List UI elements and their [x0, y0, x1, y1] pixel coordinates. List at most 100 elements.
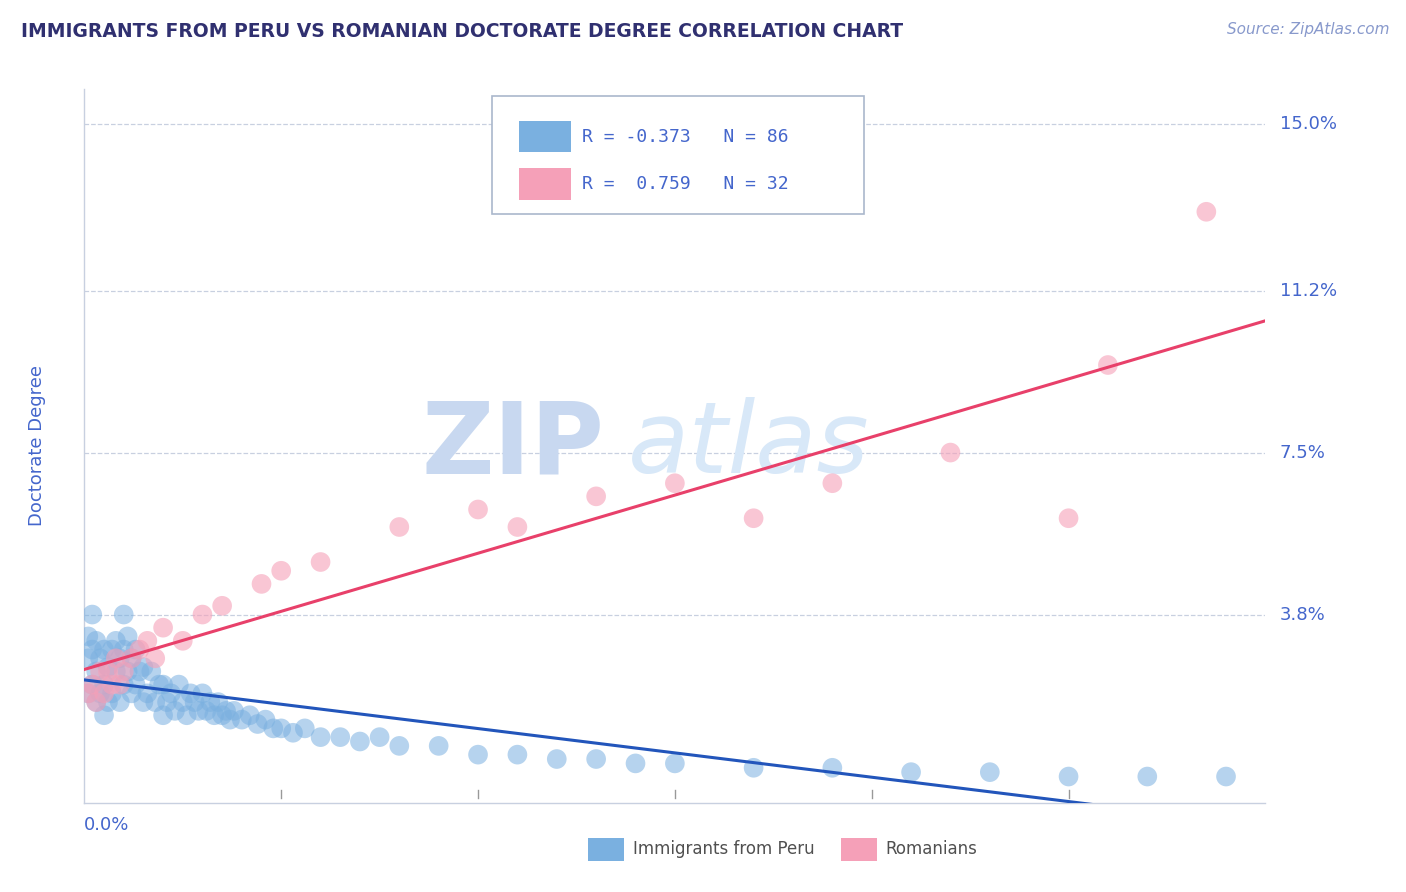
Point — [183, 695, 205, 709]
Text: 0.0%: 0.0% — [84, 815, 129, 834]
Point — [222, 704, 245, 718]
Point — [82, 607, 104, 622]
Point — [742, 511, 765, 525]
Point — [167, 677, 190, 691]
FancyBboxPatch shape — [519, 121, 571, 153]
Point — [1215, 770, 1237, 784]
Point — [368, 730, 391, 744]
Text: 3.8%: 3.8% — [1279, 606, 1326, 624]
Point — [200, 695, 222, 709]
Point — [132, 695, 155, 709]
Point — [124, 642, 146, 657]
Text: 11.2%: 11.2% — [1279, 282, 1337, 300]
Point — [187, 704, 209, 718]
Point — [121, 686, 143, 700]
Point — [1057, 511, 1080, 525]
Point — [250, 577, 273, 591]
Point — [77, 629, 100, 643]
Point — [104, 665, 127, 679]
Point — [112, 642, 135, 657]
Point — [585, 489, 607, 503]
Point — [156, 695, 179, 709]
Point — [215, 704, 238, 718]
Point — [93, 686, 115, 700]
Point — [506, 747, 529, 762]
Point — [82, 677, 104, 691]
Point — [246, 717, 269, 731]
FancyBboxPatch shape — [519, 169, 571, 200]
Point — [93, 708, 115, 723]
Point — [104, 633, 127, 648]
Text: Immigrants from Peru: Immigrants from Peru — [633, 840, 814, 858]
Point — [172, 633, 194, 648]
Point — [664, 476, 686, 491]
Point — [202, 708, 225, 723]
Point — [143, 695, 166, 709]
Point — [1195, 204, 1218, 219]
Point — [121, 651, 143, 665]
Point — [262, 722, 284, 736]
Point — [89, 665, 111, 679]
Point — [309, 730, 332, 744]
Point — [191, 686, 214, 700]
Point — [506, 520, 529, 534]
Point — [219, 713, 242, 727]
Point — [152, 708, 174, 723]
Point — [270, 722, 292, 736]
Point — [388, 739, 411, 753]
Text: Romanians: Romanians — [886, 840, 977, 858]
Point — [84, 695, 107, 709]
Point — [84, 633, 107, 648]
Text: IMMIGRANTS FROM PERU VS ROMANIAN DOCTORATE DEGREE CORRELATION CHART: IMMIGRANTS FROM PERU VS ROMANIAN DOCTORA… — [21, 22, 903, 41]
Point — [112, 665, 135, 679]
Point — [329, 730, 352, 744]
Point — [624, 756, 647, 771]
Point — [191, 607, 214, 622]
Point — [128, 642, 150, 657]
Text: Source: ZipAtlas.com: Source: ZipAtlas.com — [1226, 22, 1389, 37]
Point — [97, 665, 120, 679]
Point — [467, 502, 489, 516]
Point — [112, 607, 135, 622]
Point — [585, 752, 607, 766]
Point — [211, 708, 233, 723]
Point — [152, 621, 174, 635]
Point — [77, 686, 100, 700]
Point — [1097, 358, 1119, 372]
Point — [97, 695, 120, 709]
Text: 15.0%: 15.0% — [1279, 115, 1337, 133]
Point — [82, 642, 104, 657]
Point — [112, 677, 135, 691]
Point — [101, 642, 124, 657]
Point — [1057, 770, 1080, 784]
Text: 7.5%: 7.5% — [1279, 443, 1326, 461]
Point — [1136, 770, 1159, 784]
Point — [77, 651, 100, 665]
Text: R = -0.373   N = 86: R = -0.373 N = 86 — [582, 128, 789, 145]
Point — [121, 651, 143, 665]
Point — [176, 708, 198, 723]
Point — [93, 677, 115, 691]
Text: ZIP: ZIP — [422, 398, 605, 494]
Point — [163, 704, 186, 718]
Point — [104, 651, 127, 665]
Point — [152, 677, 174, 691]
Point — [821, 476, 844, 491]
Point — [939, 445, 962, 459]
Point — [254, 713, 277, 727]
Point — [664, 756, 686, 771]
Point — [136, 633, 159, 648]
Point — [546, 752, 568, 766]
Point — [207, 695, 229, 709]
FancyBboxPatch shape — [492, 96, 863, 214]
Point — [979, 765, 1001, 780]
Point — [270, 564, 292, 578]
Text: R =  0.759   N = 32: R = 0.759 N = 32 — [582, 175, 789, 194]
Point — [143, 651, 166, 665]
Point — [93, 642, 115, 657]
Point — [84, 665, 107, 679]
Point — [239, 708, 262, 723]
Point — [101, 677, 124, 691]
Point — [108, 651, 131, 665]
Point — [467, 747, 489, 762]
